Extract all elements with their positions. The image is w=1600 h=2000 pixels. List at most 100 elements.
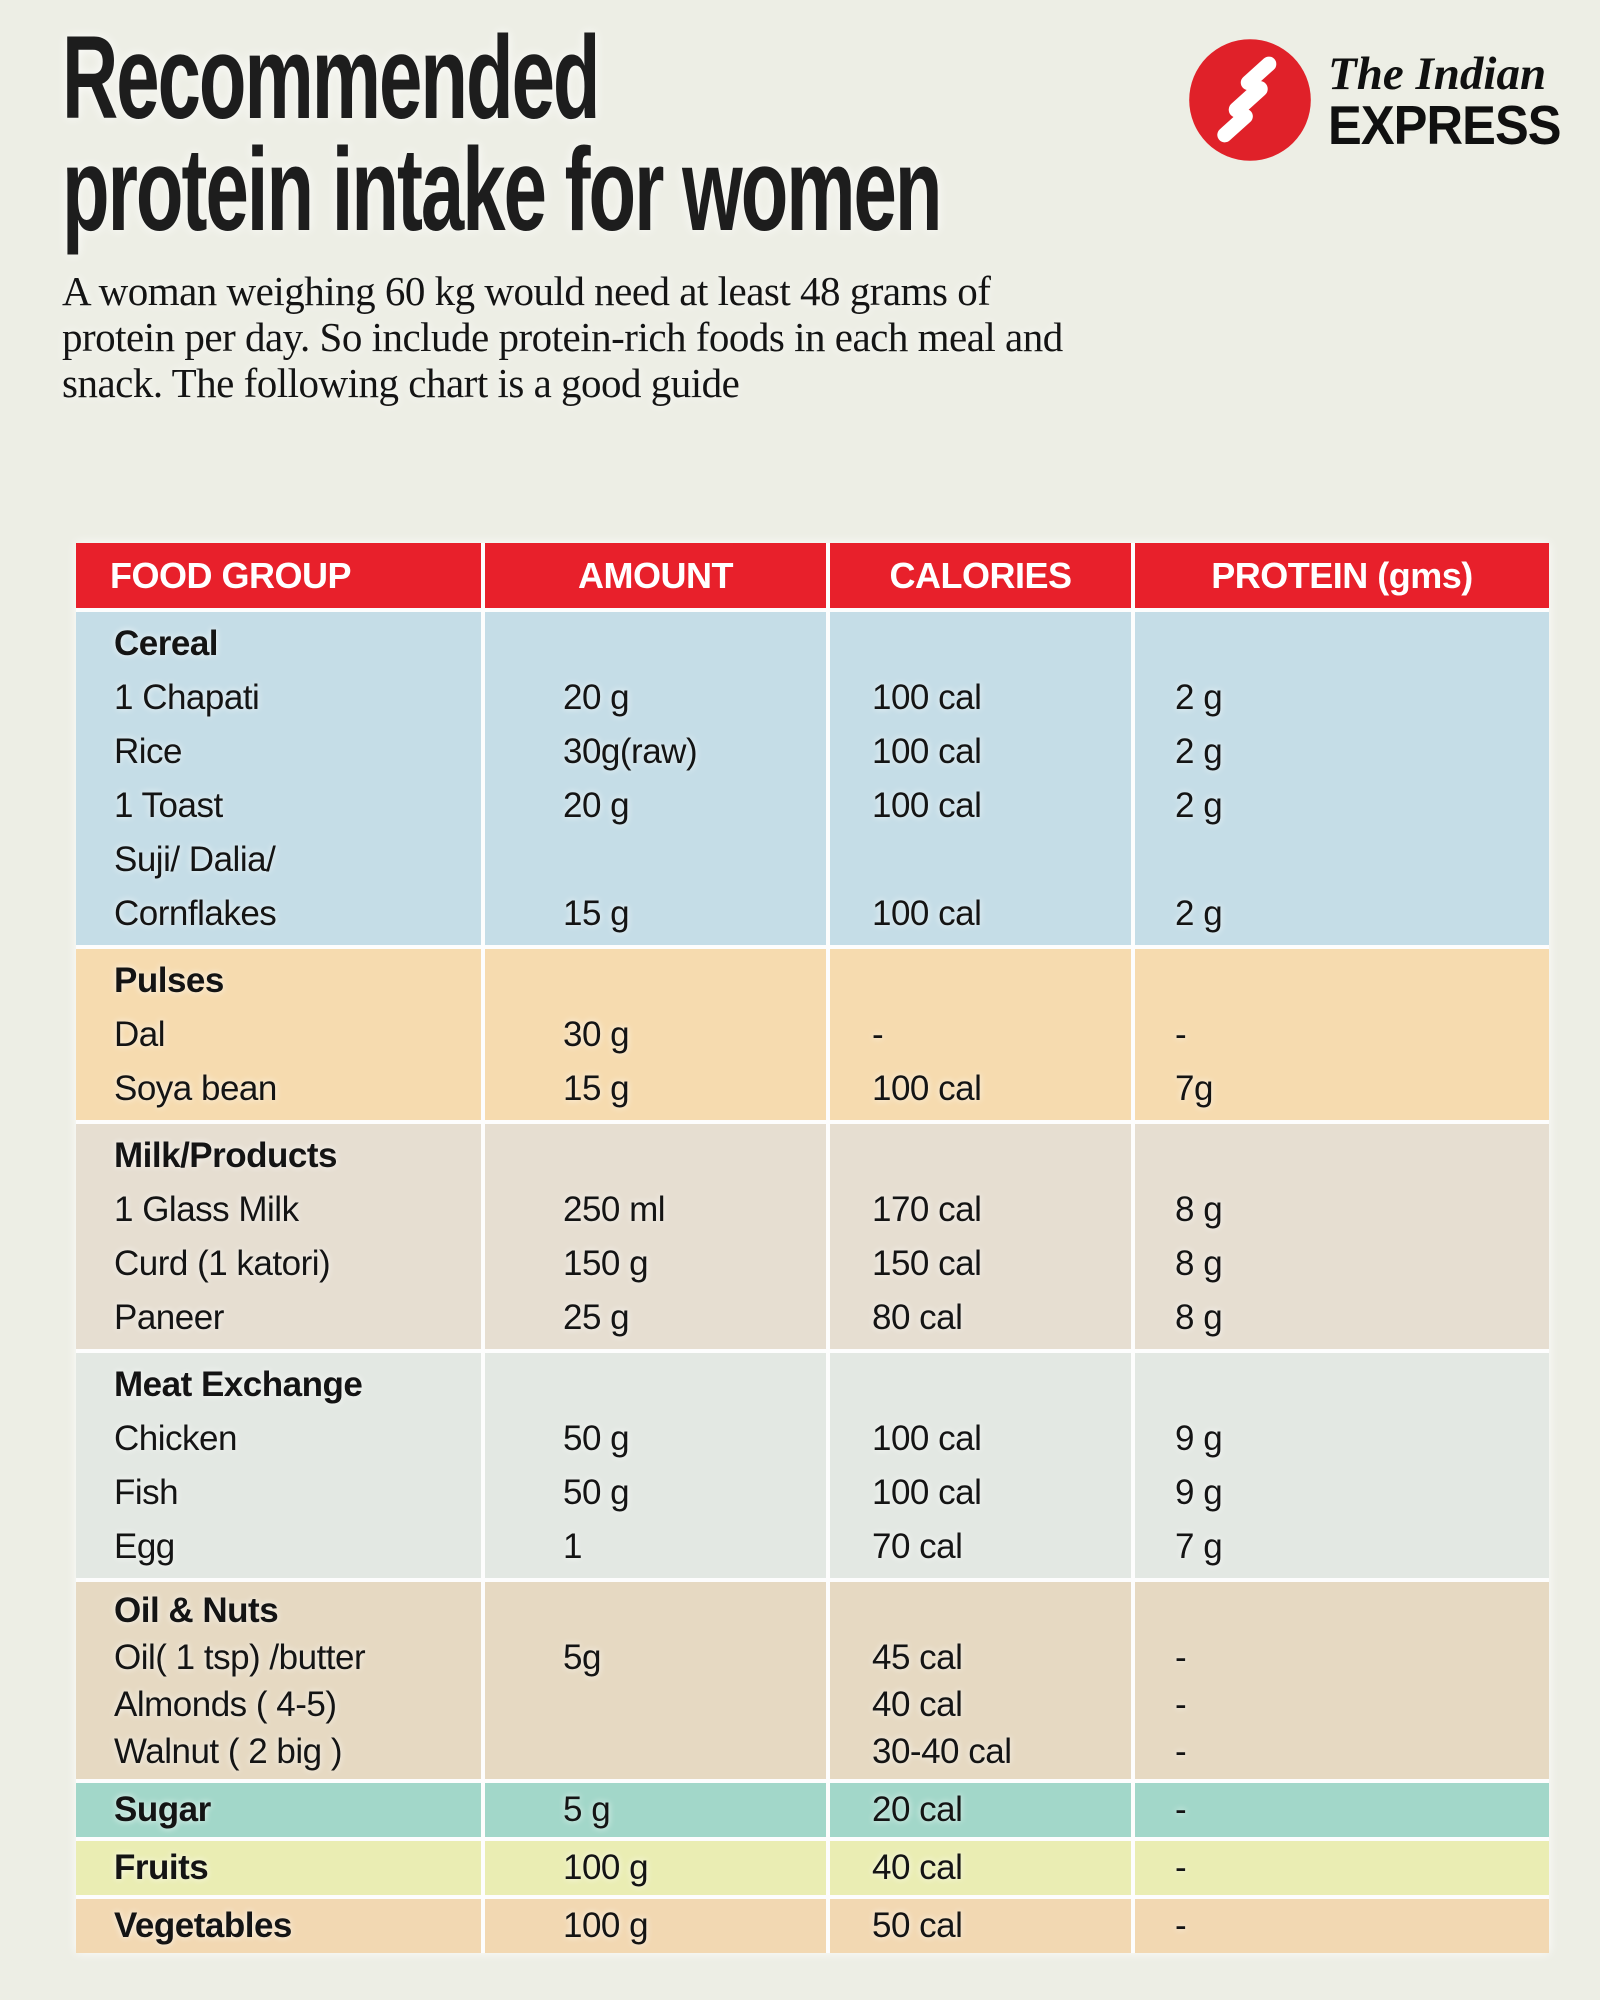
food-item-label: Paneer: [114, 1298, 224, 1337]
protein-value: [1135, 954, 1549, 1008]
indian-express-flame-icon: [1186, 36, 1314, 164]
calories-value: [830, 1587, 1131, 1634]
amount-value: 20 g: [563, 678, 630, 717]
calories-value: [830, 1129, 1131, 1183]
amount-cell: 5g: [485, 1582, 826, 1779]
calories-value: 50 cal: [872, 1906, 963, 1945]
protein-cell: -: [1135, 1899, 1549, 1953]
protein-value: -: [1175, 1790, 1187, 1829]
calories-value: [830, 833, 1131, 887]
food-item-label: Dal: [114, 1015, 166, 1054]
intro-text-line-2: protein per day. So include protein-rich…: [62, 314, 1063, 360]
protein-value: 2 g: [1175, 786, 1223, 825]
protein-value: 2 g: [1175, 894, 1223, 933]
food-item-label: Rice: [114, 732, 183, 771]
page-title-line-2: protein intake for women: [62, 124, 942, 256]
amount-value: [485, 954, 826, 1008]
calories-value: [830, 617, 1131, 671]
protein-value: [1135, 833, 1549, 887]
protein-table: FOOD GROUP AMOUNT CALORIES PROTEIN (gms)…: [76, 543, 1549, 1953]
food-group-label: Sugar: [114, 1790, 211, 1829]
amount-cell: 100 g: [485, 1841, 826, 1895]
calories-value: 100 cal: [872, 678, 982, 717]
calories-cell: - 100 cal: [830, 949, 1131, 1120]
amount-value: [485, 617, 826, 671]
amount-value: [485, 833, 826, 887]
protein-value: 2 g: [1175, 732, 1223, 771]
protein-value: -: [1175, 1638, 1187, 1677]
page-title: Recommended protein intake for women: [62, 12, 1393, 256]
calories-value: 100 cal: [872, 1069, 982, 1108]
calories-value: 40 cal: [872, 1685, 963, 1724]
table-section: Oil & Nuts Oil( 1 tsp) /butter Almonds ( 4…: [76, 1582, 1549, 1779]
food-group-label: Vegetables: [114, 1906, 292, 1945]
food-item-label: Curd (1 katori): [114, 1244, 331, 1283]
amount-cell: 100 g: [485, 1899, 826, 1953]
food-cell: Oil & Nuts Oil( 1 tsp) /butter Almonds ( 4…: [76, 1582, 481, 1779]
food-item-label: 1 Glass Milk: [114, 1190, 299, 1229]
food-item-label: Walnut ( 2 big ): [114, 1732, 343, 1771]
food-group-label: Meat Exchange: [114, 1365, 363, 1404]
amount-value: 20 g: [563, 786, 630, 825]
protein-value: 7 g: [1175, 1527, 1223, 1566]
column-header-protein: PROTEIN (gms): [1135, 543, 1549, 608]
amount-value: 150 g: [563, 1244, 649, 1283]
column-header-calories: CALORIES: [830, 543, 1131, 608]
calories-value: 170 cal: [872, 1190, 982, 1229]
protein-value: -: [1175, 1015, 1187, 1054]
column-header-food-group: FOOD GROUP: [76, 543, 481, 608]
intro-text: A woman weighing 60 kg would need at lea…: [62, 268, 1063, 406]
calories-cell: 45 cal 40 cal 30-40 cal: [830, 1582, 1131, 1779]
calories-cell: 100 cal 100 cal 70 cal: [830, 1353, 1131, 1578]
amount-value: 50 g: [563, 1419, 630, 1458]
calories-cell: 40 cal: [830, 1841, 1131, 1895]
amount-value: [485, 1587, 826, 1634]
food-item-label: Fish: [114, 1473, 179, 1512]
amount-value: 5 g: [563, 1790, 611, 1829]
amount-value: 100 g: [563, 1906, 649, 1945]
calories-value: 40 cal: [872, 1848, 963, 1887]
calories-cell: 50 cal: [830, 1899, 1131, 1953]
protein-value: -: [1175, 1732, 1187, 1771]
amount-value: 30 g: [563, 1015, 630, 1054]
food-cell: Vegetables: [76, 1899, 481, 1953]
protein-value: [1135, 1358, 1549, 1412]
protein-value: 2 g: [1175, 678, 1223, 717]
protein-value: 8 g: [1175, 1298, 1223, 1337]
amount-value: 250 ml: [563, 1190, 666, 1229]
food-group-label: Pulses: [114, 961, 224, 1000]
protein-value: 9 g: [1175, 1419, 1223, 1458]
intro-text-line-1: A woman weighing 60 kg would need at lea…: [62, 268, 991, 314]
protein-value: 8 g: [1175, 1244, 1223, 1283]
food-item-label: Soya bean: [114, 1069, 277, 1108]
protein-cell: - - -: [1135, 1582, 1549, 1779]
amount-value: 5g: [563, 1638, 601, 1677]
table-section: Pulses Dal Soya bean 30 g 15 g - 100 cal - 7g: [76, 949, 1549, 1120]
food-item-label: Suji/ Dalia/: [114, 840, 276, 879]
food-item-label: 1 Toast: [114, 786, 223, 825]
food-cell: Milk/Products 1 Glass Milk Curd (1 katori)…: [76, 1124, 481, 1349]
amount-cell: 250 ml 150 g 25 g: [485, 1124, 826, 1349]
protein-cell: 9 g 9 g 7 g: [1135, 1353, 1549, 1578]
protein-cell: -: [1135, 1783, 1549, 1837]
table-body: Cereal 1 Chapati Rice 1 Toast Suji/ Dalia/Co…: [76, 612, 1549, 1953]
protein-cell: - 7g: [1135, 949, 1549, 1120]
protein-cell: 8 g 8 g 8 g: [1135, 1124, 1549, 1349]
page-title-line-1: Recommended: [62, 12, 600, 144]
calories-value: 45 cal: [872, 1638, 963, 1677]
protein-value: [1135, 617, 1549, 671]
food-cell: Pulses Dal Soya bean: [76, 949, 481, 1120]
amount-value: 100 g: [563, 1848, 649, 1887]
amount-value: [485, 1728, 826, 1775]
calories-value: 100 cal: [872, 894, 982, 933]
food-group-label: Milk/Products: [114, 1136, 337, 1175]
calories-value: 100 cal: [872, 1419, 982, 1458]
amount-cell: 50 g 50 g 1: [485, 1353, 826, 1578]
amount-value: 1: [563, 1527, 582, 1566]
indian-express-logo: The Indian EXPRESS: [1186, 36, 1581, 164]
calories-value: [830, 1358, 1131, 1412]
food-cell: Sugar: [76, 1783, 481, 1837]
table-section: Fruits 100 g 40 cal -: [76, 1841, 1549, 1895]
column-header-amount: AMOUNT: [485, 543, 826, 608]
protein-value: -: [1175, 1685, 1187, 1724]
